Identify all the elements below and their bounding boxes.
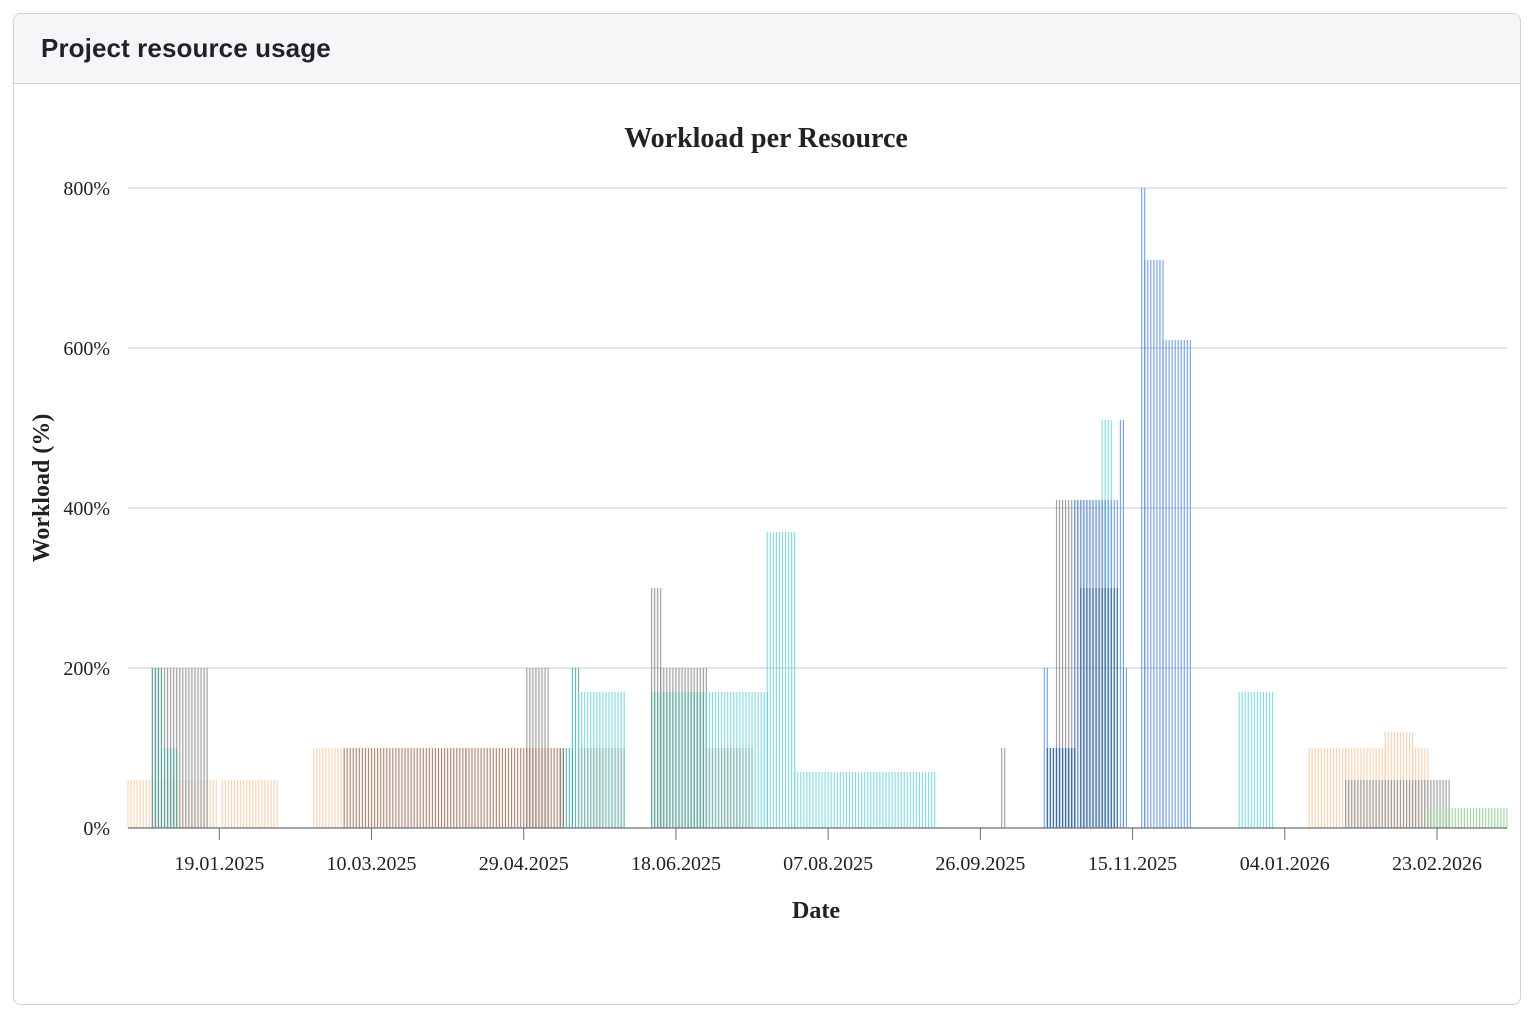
workload-bar-area — [767, 532, 795, 828]
x-tick-label: 15.11.2025 — [1088, 853, 1177, 875]
workload-bar-area — [578, 692, 625, 828]
workload-bar-group — [794, 772, 936, 828]
workload-bar-group — [1427, 808, 1508, 828]
x-tick-label: 04.01.2026 — [1240, 853, 1330, 875]
x-tick-label: 10.03.2025 — [327, 853, 417, 875]
y-tick-label: 0% — [83, 818, 110, 840]
workload-bar-group — [577, 692, 625, 828]
x-tick-label: 26.09.2025 — [935, 853, 1025, 875]
workload-bar-group — [1308, 748, 1347, 828]
x-tick-label: 29.04.2025 — [479, 853, 569, 875]
workload-bar-group — [151, 668, 163, 828]
workload-bar-area — [1120, 420, 1124, 828]
workload-bar-group — [571, 668, 580, 828]
x-tick-label: 19.01.2025 — [174, 853, 264, 875]
workload-bar-group — [1144, 260, 1164, 828]
workload-bar-group — [465, 748, 564, 828]
workload-bar-area — [1123, 668, 1127, 828]
y-tick-label: 600% — [63, 338, 110, 360]
workload-bar-area — [706, 748, 753, 828]
workload-bar-area — [1412, 748, 1428, 828]
y-axis-label: Workload (%) — [29, 414, 55, 563]
x-axis-label: Date — [792, 898, 840, 924]
workload-bar-area — [1044, 668, 1048, 828]
workload-bar-area — [1102, 420, 1112, 828]
workload-bar-group — [221, 780, 278, 828]
workload-bar-group — [651, 692, 707, 828]
workload-bar-group — [1122, 668, 1128, 828]
workload-bar-group — [1080, 588, 1118, 828]
series-6 — [1427, 808, 1508, 828]
workload-bar-area — [1385, 732, 1413, 828]
workload-bar-group — [1046, 748, 1076, 828]
resource-usage-panel: Project resource usage — [13, 13, 1521, 1005]
panel-header: Project resource usage — [14, 14, 1520, 84]
workload-bar-area — [128, 780, 192, 828]
x-tick-label: 07.08.2025 — [783, 853, 873, 875]
workload-bar-area — [526, 668, 549, 828]
workload-bar-group — [1345, 780, 1450, 828]
workload-bar-area — [1163, 340, 1191, 828]
y-tick-label: 400% — [63, 498, 110, 520]
series-5 — [1043, 188, 1191, 828]
workload-bar-area — [1047, 748, 1075, 828]
workload-bar-area — [1141, 188, 1145, 828]
series-2 — [151, 668, 707, 828]
panel-title: Project resource usage — [41, 33, 331, 63]
x-tick-label: 23.02.2026 — [1392, 853, 1482, 875]
workload-bar-group — [343, 748, 467, 828]
workload-bar-area — [651, 588, 661, 828]
workload-bar-area — [660, 668, 707, 828]
workload-bar-area — [1047, 748, 1075, 828]
x-tick-label: 18.06.2025 — [631, 853, 721, 875]
series-7 — [1046, 588, 1118, 828]
workload-bar-group — [766, 532, 796, 828]
workload-bar-group — [1001, 748, 1006, 828]
workload-bar-group — [163, 748, 178, 828]
series-4 — [577, 420, 1274, 828]
workload-bar-group — [313, 748, 345, 828]
workload-bar-area — [152, 668, 162, 828]
y-tick-label: 200% — [63, 658, 110, 680]
workload-bar-area — [578, 748, 625, 828]
workload-bar-area — [1001, 748, 1005, 828]
workload-bar-area — [1239, 692, 1273, 828]
workload-bar-group — [705, 692, 768, 828]
workload-bar-group — [1162, 340, 1191, 828]
y-tick-label: 800% — [63, 178, 110, 200]
workload-bar-group — [1238, 692, 1274, 828]
chart-title: Workload per Resource — [624, 123, 908, 154]
